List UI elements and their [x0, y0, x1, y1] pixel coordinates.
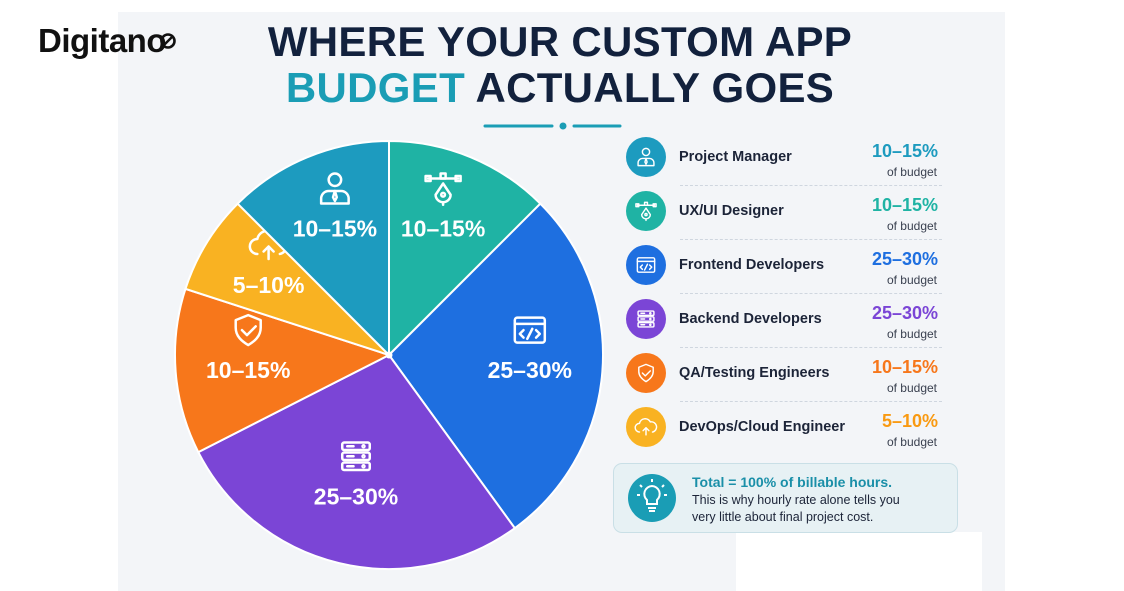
shield-check-icon [638, 363, 654, 383]
legend-label: DevOps/Cloud Engineer [679, 419, 845, 435]
legend-unit: of budget [886, 165, 937, 179]
slice-label: 25–30% [488, 357, 572, 383]
pie-slice [184, 202, 390, 356]
row-divider [680, 185, 942, 186]
pie-slice [388, 139, 542, 358]
logo-mark-icon [160, 33, 176, 49]
legend-icon-devops [626, 407, 666, 447]
legend-row: UX/UI Designer 10–15% of budget [622, 185, 942, 239]
pie-slice [174, 287, 392, 454]
row-divider [680, 401, 942, 402]
legend-unit: of budget [886, 273, 937, 287]
legend-icon-frontend [626, 245, 666, 285]
legend-label: Frontend Developers [679, 257, 825, 273]
legend-unit: of budget [886, 435, 937, 449]
page-title-line1: WHERE YOUR CUSTOM APP [267, 18, 853, 65]
legend-value: 10–15% [871, 195, 938, 215]
legend-icon-project-manager [626, 137, 666, 177]
slice-label: 25–30% [314, 483, 398, 509]
slice-label: 10–15% [293, 216, 377, 242]
legend-value: 5–10% [881, 411, 938, 431]
legend-icon-ux-ui [626, 191, 666, 231]
slice-label: 10–15% [401, 216, 485, 242]
pen-tool-icon [424, 172, 462, 206]
legend-row: Backend Developers 25–30% of budget [622, 293, 942, 347]
server-stack-icon [637, 310, 655, 328]
page-title-line2: BUDGET ACTUALLY GOES [230, 64, 890, 112]
title-rest: ACTUALLY GOES [465, 64, 835, 111]
title-divider [483, 122, 622, 130]
person-tie-icon [319, 172, 350, 205]
title-accent: BUDGET [285, 64, 466, 111]
slice-label: 10–15% [206, 357, 290, 383]
row-divider [680, 239, 942, 240]
person-tie-icon [637, 147, 655, 167]
legend-list: Project Manager 10–15% of budget UX/UI D… [622, 131, 942, 455]
slice-label: 5–10% [233, 272, 305, 298]
code-window-icon [636, 257, 656, 273]
row-divider [680, 293, 942, 294]
legend-value: 25–30% [871, 249, 938, 269]
shield-check-icon [234, 313, 262, 347]
code-window-icon [513, 316, 547, 344]
cloud-upload-icon [634, 418, 658, 436]
pie-slice [236, 139, 390, 358]
brand-logo: Digitano [38, 22, 166, 59]
legend-row: Frontend Developers 25–30% of budget [622, 239, 942, 293]
legend-row: DevOps/Cloud Engineer 5–10% of budget [622, 401, 942, 455]
legend-value: 10–15% [871, 357, 938, 377]
legend-label: Backend Developers [679, 311, 822, 327]
legend-label: UX/UI Designer [679, 203, 784, 219]
legend-icon-qa [626, 353, 666, 393]
total-body-line2: very little about final project cost. [692, 510, 874, 524]
legend-row: Project Manager 10–15% of budget [622, 131, 942, 185]
legend-value: 25–30% [871, 303, 938, 323]
legend-unit: of budget [886, 381, 937, 395]
row-divider [680, 347, 942, 348]
budget-pie-chart: 10–15% 25–30% 25–30% 10–15% 5–10% 10–15% [174, 139, 604, 570]
pie-slice [387, 202, 604, 530]
legend-value: 10–15% [871, 141, 938, 161]
legend-unit: of budget [886, 327, 937, 341]
legend-row: QA/Testing Engineers 10–15% of budget [622, 347, 942, 401]
legend-label: QA/Testing Engineers [679, 365, 830, 381]
total-heading: Total = 100% of billable hours. [692, 474, 893, 490]
legend-label: Project Manager [679, 149, 792, 165]
lightbulb-icon [628, 474, 676, 522]
total-body-line1: This is why hourly rate alone tells you [692, 493, 900, 507]
legend-unit: of budget [886, 219, 937, 233]
pie-center-dot [385, 351, 393, 359]
pen-tool-icon [635, 201, 657, 222]
total-callout: Total = 100% of billable hours. This is … [613, 463, 958, 533]
server-stack-icon [341, 441, 371, 472]
legend-icon-backend [626, 299, 666, 339]
corner-patch [736, 532, 982, 591]
